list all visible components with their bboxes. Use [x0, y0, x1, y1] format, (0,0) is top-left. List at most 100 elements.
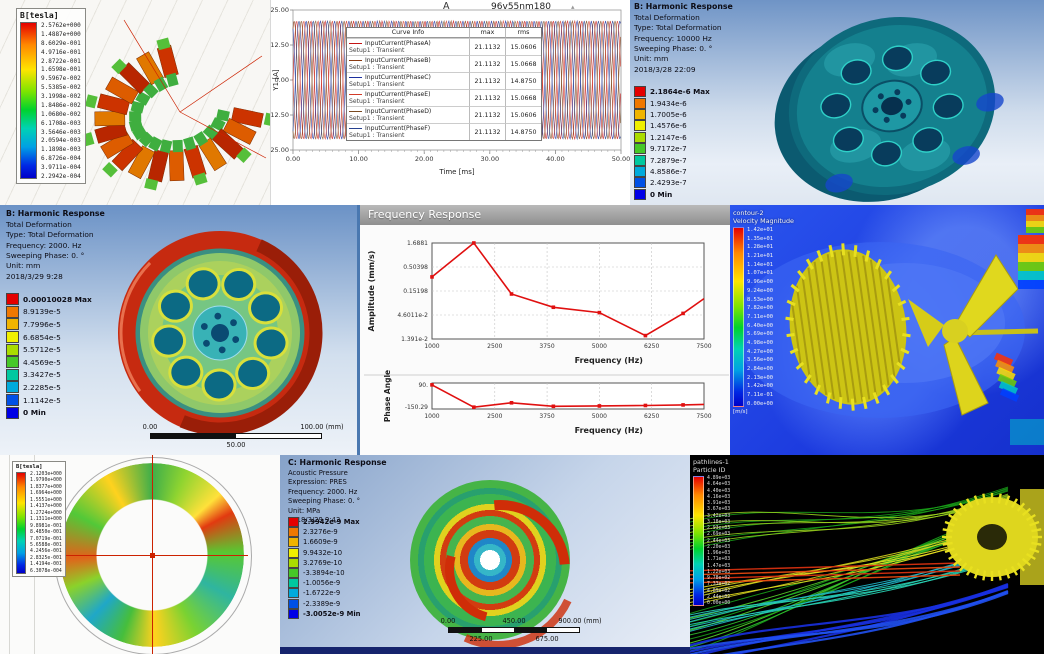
- ruler-segment: [236, 434, 321, 438]
- legend-color-chip: [288, 537, 299, 548]
- legend-value: 8.53e+00: [747, 296, 773, 303]
- curve-name-cell: InputCurrent(PhaseB) Setup1 : Transient: [347, 55, 469, 72]
- window-titlebar[interactable]: Frequency Response: [360, 205, 733, 225]
- y-tick-label: -150.29: [405, 404, 428, 411]
- legend-row: 2.2285e-5: [6, 381, 92, 394]
- table-row: InputCurrent(PhaseF) Setup1 : Transient 21…: [347, 123, 541, 140]
- x-tick-label: 40.00: [546, 155, 565, 163]
- legend-value: 1.42e+01: [747, 227, 773, 233]
- legend-row: 1.4576e-6: [634, 120, 710, 132]
- max-value: 21.1132: [469, 72, 505, 89]
- streamlines-view: [690, 486, 1044, 654]
- max-value: 21.1132: [469, 123, 505, 140]
- y-tick-label: 12.50: [271, 41, 289, 49]
- legend-color-chip: [288, 547, 299, 558]
- legend-values: 2.1203e+000 1.9790e+000 1.8377e+000 1.6964e…: [30, 472, 62, 574]
- legend-value: 5.5385e-002: [41, 84, 81, 92]
- result-info-line: Frequency: 2000. Hz: [288, 487, 358, 496]
- rms-value: 15.0606: [505, 38, 541, 55]
- legend-value: 1.22e+03: [707, 569, 731, 575]
- chart-marker-icon: ▴: [571, 3, 575, 11]
- legend-value: 1.1142e-5: [23, 395, 61, 405]
- legend-value: 2.1203e+000: [30, 472, 62, 477]
- legend-row: -1.6722e-9: [288, 588, 361, 599]
- legend-row: 3.3427e-5: [6, 368, 92, 382]
- legend-color-chip: [634, 143, 646, 155]
- curve-swatch: [349, 77, 362, 78]
- curve-name-cell: InputCurrent(PhaseD) Setup1 : Transient: [347, 106, 469, 123]
- curve-name-cell: InputCurrent(PhaseE) Setup1 : Transient: [347, 89, 469, 106]
- particle-id-legend: pathlines-1 Particle ID 4.89e+03 4.64e+03…: [693, 458, 730, 606]
- legend-values: 1.42e+01 1.35e+01 1.28e+01 1.21e+01 1.14e+01…: [747, 227, 773, 407]
- result-info-line: Acoustic Pressure: [288, 468, 348, 477]
- curve-name-cell: InputCurrent(PhaseA) Setup1 : Transient: [347, 38, 469, 55]
- max-value: 21.1132: [469, 38, 505, 55]
- legend-row: -3.0052e-9 Min: [288, 608, 361, 619]
- curve-swatch: [349, 43, 362, 44]
- ruler-label: 450.00: [502, 617, 526, 625]
- panel-harmonic-10000hz: B: Harmonic Response Total Deformation Typ…: [630, 0, 1044, 205]
- window-frame-line: [9, 455, 10, 654]
- y-tick-label: -12.50: [271, 111, 289, 119]
- legend-row: 9.9432e-10: [288, 547, 361, 558]
- velocity-legend: contour-2 Velocity Magnitude 1.42e+01 1.3…: [733, 209, 794, 415]
- legend-row: -3.3894e-10: [288, 568, 361, 579]
- legend-value: 9.7172e-7: [650, 144, 687, 154]
- panel-maxwell-stator: B[tesla] 2.5762e+000 1.4887e+000 8.6029e-0…: [0, 0, 270, 205]
- y-axis-label: Phase Angle: [383, 370, 392, 422]
- result-info-line: Unit: MPa: [288, 506, 321, 515]
- result-info-line: Frequency: 10000 Hz: [634, 33, 712, 43]
- y-tick-label: 1.391e-2: [401, 336, 428, 343]
- result-info-line: 2018/3/29 9:28: [6, 271, 63, 281]
- x-tick-label: 6250: [644, 343, 659, 350]
- x-axis-label: Time [ms]: [438, 168, 475, 176]
- rms-value: 15.0668: [505, 55, 541, 72]
- x-tick-label: 0.00: [286, 155, 300, 163]
- legend-value: 1.7005e-6: [650, 109, 687, 119]
- rms-value: 14.8750: [505, 123, 541, 140]
- legend-values: 2.5762e+000 1.4887e+000 8.6029e-001 4.9716e…: [41, 22, 81, 180]
- result-info-line: Type: Total Deformation: [6, 230, 94, 240]
- result-info-line: C: Harmonic Response: [288, 458, 387, 467]
- legend-value: 3.9711e-004: [41, 164, 81, 171]
- result-info-line: Total Deformation: [6, 219, 72, 229]
- curve-setup: Setup1 : Transient: [349, 132, 405, 139]
- legend-color-chip: [6, 356, 19, 369]
- legend-value: 1.4576e-6: [650, 121, 687, 131]
- ruler-segment: [151, 434, 236, 438]
- table-header-row: Curve Info max rms: [347, 28, 541, 38]
- legend-color-chip: [288, 588, 299, 599]
- legend-value: 1.4194e-001: [30, 562, 62, 568]
- legend-value: 0.00e+00: [707, 601, 731, 606]
- max-value: 21.1132: [469, 106, 505, 123]
- x-tick-label: 5000: [592, 413, 607, 420]
- result-info-line: B: Harmonic Response: [634, 2, 733, 11]
- legend-value: 4.40e+03: [707, 488, 731, 494]
- x-tick-label: 50.00: [612, 155, 631, 163]
- x-tick-label: 1000: [424, 413, 439, 420]
- acoustic-pressure-disc: [410, 480, 570, 640]
- legend-color-chip: [634, 86, 646, 98]
- legend-row: 2.3276e-9: [288, 527, 361, 538]
- legend-value: 2.0594e-003: [41, 137, 81, 145]
- curve-info-table: Curve Info max rms InputCurrent(PhaseA) Setu…: [346, 27, 542, 141]
- legend-row: 1.2147e-6: [634, 131, 710, 143]
- legend-value: 1.0680e-002: [41, 110, 81, 118]
- gear-fan-contour: [735, 209, 1044, 445]
- column-header: max: [469, 28, 505, 38]
- result-info-line: Type: Total Deformation: [634, 23, 722, 33]
- ruler-segment: [481, 628, 514, 632]
- legend-values: 4.89e+03 4.64e+03 4.40e+03 4.16e+03 3.91e+03…: [707, 476, 730, 606]
- ruler-bar: [150, 433, 322, 439]
- colorbar: [733, 227, 744, 407]
- legend-value: 3.18e+03: [707, 519, 731, 525]
- origin-marker: [150, 553, 155, 558]
- ruler-label: 675.00: [535, 635, 559, 643]
- y-axis-label: Amplitude (mm/s): [367, 251, 376, 332]
- legend-value: -1.0056e-9: [303, 579, 341, 588]
- legend-color-chip: [634, 131, 646, 143]
- legend-value: 3.42e+03: [707, 513, 731, 519]
- legend-value: 0.00e+00: [747, 400, 773, 407]
- x-axis-label: Frequency (Hz): [575, 356, 643, 365]
